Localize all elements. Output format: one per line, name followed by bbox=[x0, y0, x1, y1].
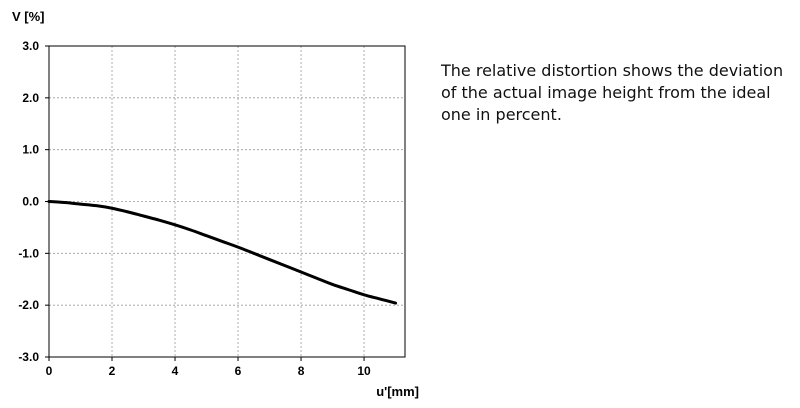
x-axis-title: u'[mm] bbox=[376, 384, 419, 399]
x-tick-label: 10 bbox=[357, 364, 371, 378]
y-axis-title: V [%] bbox=[12, 9, 45, 24]
y-axis: 3.0 2.0 1.0 0.0 -1.0 -2.0 -3.0 bbox=[18, 39, 49, 364]
y-tick-label: -1.0 bbox=[18, 246, 39, 260]
y-tick-label: -3.0 bbox=[18, 350, 39, 364]
description-text: The relative distortion shows the deviat… bbox=[441, 60, 791, 126]
x-axis: 0 2 4 6 8 10 bbox=[46, 357, 371, 378]
x-tick-label: 4 bbox=[172, 364, 179, 378]
x-tick-label: 0 bbox=[46, 364, 53, 378]
description-line: of the actual image height from the idea… bbox=[441, 83, 771, 102]
x-tick-label: 6 bbox=[235, 364, 242, 378]
grid bbox=[49, 46, 405, 357]
x-tick-label: 8 bbox=[298, 364, 305, 378]
y-tick-label: 2.0 bbox=[22, 91, 39, 105]
x-tick-label: 2 bbox=[109, 364, 116, 378]
y-tick-label: 3.0 bbox=[22, 39, 39, 53]
y-tick-label: 0.0 bbox=[22, 195, 39, 209]
distortion-series-line bbox=[47, 200, 398, 305]
description-line: The relative distortion shows the deviat… bbox=[441, 61, 784, 80]
series-layer bbox=[47, 200, 398, 305]
description-line: one in percent. bbox=[441, 105, 562, 124]
y-tick-label: -2.0 bbox=[18, 298, 39, 312]
y-tick-label: 1.0 bbox=[22, 143, 39, 157]
